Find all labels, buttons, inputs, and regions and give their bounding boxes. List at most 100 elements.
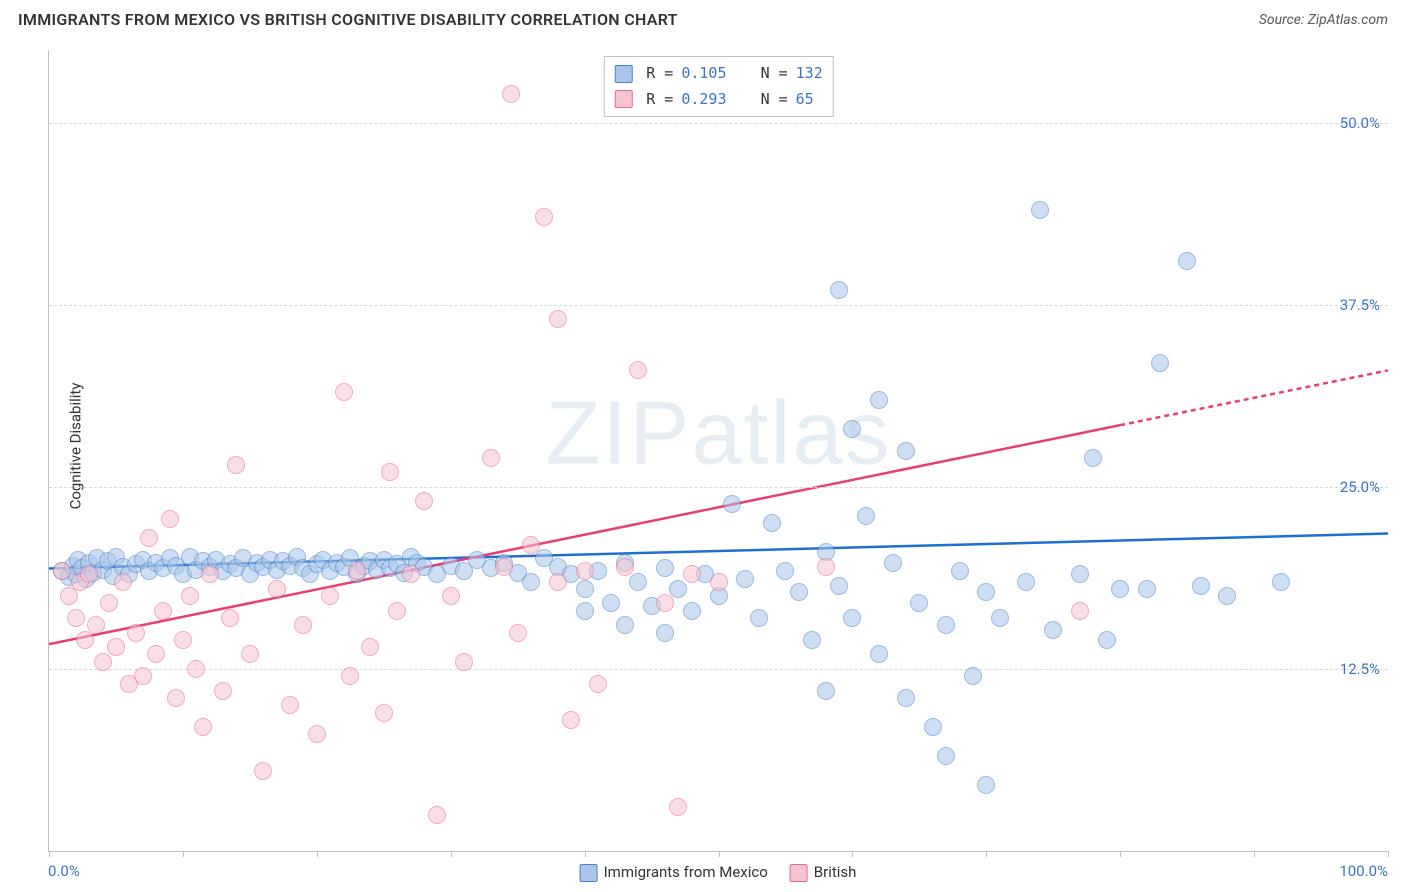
data-point-british [589,675,607,693]
data-point-british [94,653,112,671]
data-point-mexico [857,507,875,525]
data-point-british [402,565,420,583]
data-point-british [294,616,312,634]
chart-source: Source: ZipAtlas.com [1259,12,1388,28]
data-point-british [817,558,835,576]
data-point-british [321,587,339,605]
data-point-mexico [602,594,620,612]
data-point-british [147,645,165,663]
data-point-british [227,456,245,474]
data-point-british [1071,602,1089,620]
x-tick [49,851,50,857]
data-point-mexico [1017,573,1035,591]
data-point-mexico [1111,580,1129,598]
data-point-mexico [1098,631,1116,649]
gridline-h [49,669,1388,670]
data-point-mexico [870,391,888,409]
data-point-british [134,667,152,685]
watermark: ZIPatlas [545,383,891,486]
data-point-british [161,510,179,528]
data-point-mexico [736,570,754,588]
data-point-mexico [951,562,969,580]
data-point-british [100,594,118,612]
data-point-british [335,383,353,401]
data-point-british [221,609,239,627]
data-point-british [388,602,406,620]
data-point-british [201,565,219,583]
data-point-mexico [1071,565,1089,583]
y-tick-label: 50.0% [1340,114,1380,132]
data-point-british [80,565,98,583]
data-point-mexico [616,616,634,634]
data-point-british [361,638,379,656]
data-point-british [710,573,728,591]
data-point-british [348,562,366,580]
data-point-british [181,587,199,605]
data-point-british [549,573,567,591]
data-point-mexico [576,602,594,620]
x-tick [1120,851,1121,857]
gridline-h [49,487,1388,488]
x-tick [986,851,987,857]
x-tick [317,851,318,857]
data-point-mexico [669,580,687,598]
data-point-british [455,653,473,671]
data-point-mexico [1138,580,1156,598]
data-point-british [482,449,500,467]
data-point-mexico [1272,573,1290,591]
data-point-mexico [830,281,848,299]
chart-header: IMMIGRANTS FROM MEXICO VS BRITISH COGNIT… [0,0,1406,35]
data-point-british [549,310,567,328]
data-point-british [241,645,259,663]
data-point-british [629,361,647,379]
data-point-british [415,492,433,510]
data-point-mexico [870,645,888,663]
data-point-british [535,208,553,226]
data-point-mexico [937,616,955,634]
data-point-british [683,565,701,583]
data-point-british [308,725,326,743]
data-point-mexico [977,583,995,601]
data-point-mexico [817,682,835,700]
data-point-mexico [803,631,821,649]
data-point-mexico [991,609,1009,627]
data-point-mexico [977,776,995,794]
data-point-mexico [937,747,955,765]
x-tick [852,851,853,857]
gridline-h [49,305,1388,306]
y-tick-label: 12.5% [1340,660,1380,678]
x-tick [585,851,586,857]
data-point-mexico [763,514,781,532]
data-point-mexico [776,562,794,580]
legend-item: British [790,863,857,882]
data-point-mexico [522,573,540,591]
data-point-british [268,580,286,598]
data-point-mexico [897,442,915,460]
data-point-british [167,689,185,707]
data-point-british [254,762,272,780]
legend-row-british: R = 0.293 N = 65 [614,87,823,113]
data-point-british [127,624,145,642]
data-point-mexico [830,577,848,595]
data-point-mexico [1044,621,1062,639]
data-point-mexico [576,580,594,598]
data-point-mexico [910,594,928,612]
data-point-mexico [723,495,741,513]
data-point-british [281,696,299,714]
data-point-british [428,806,446,824]
data-point-mexico [924,718,942,736]
data-point-british [194,718,212,736]
data-point-mexico [1151,354,1169,372]
legend-item: Immigrants from Mexico [580,863,768,882]
data-point-british [114,573,132,591]
data-point-british [495,558,513,576]
gridline-h [49,123,1388,124]
x-axis-max-label: 100.0% [1339,862,1388,880]
legend-row-mexico: R = 0.105 N = 132 [614,61,823,87]
data-point-mexico [897,689,915,707]
data-point-british [509,624,527,642]
data-point-british [576,562,594,580]
data-point-british [187,660,205,678]
data-point-british [656,594,674,612]
data-point-british [375,704,393,722]
